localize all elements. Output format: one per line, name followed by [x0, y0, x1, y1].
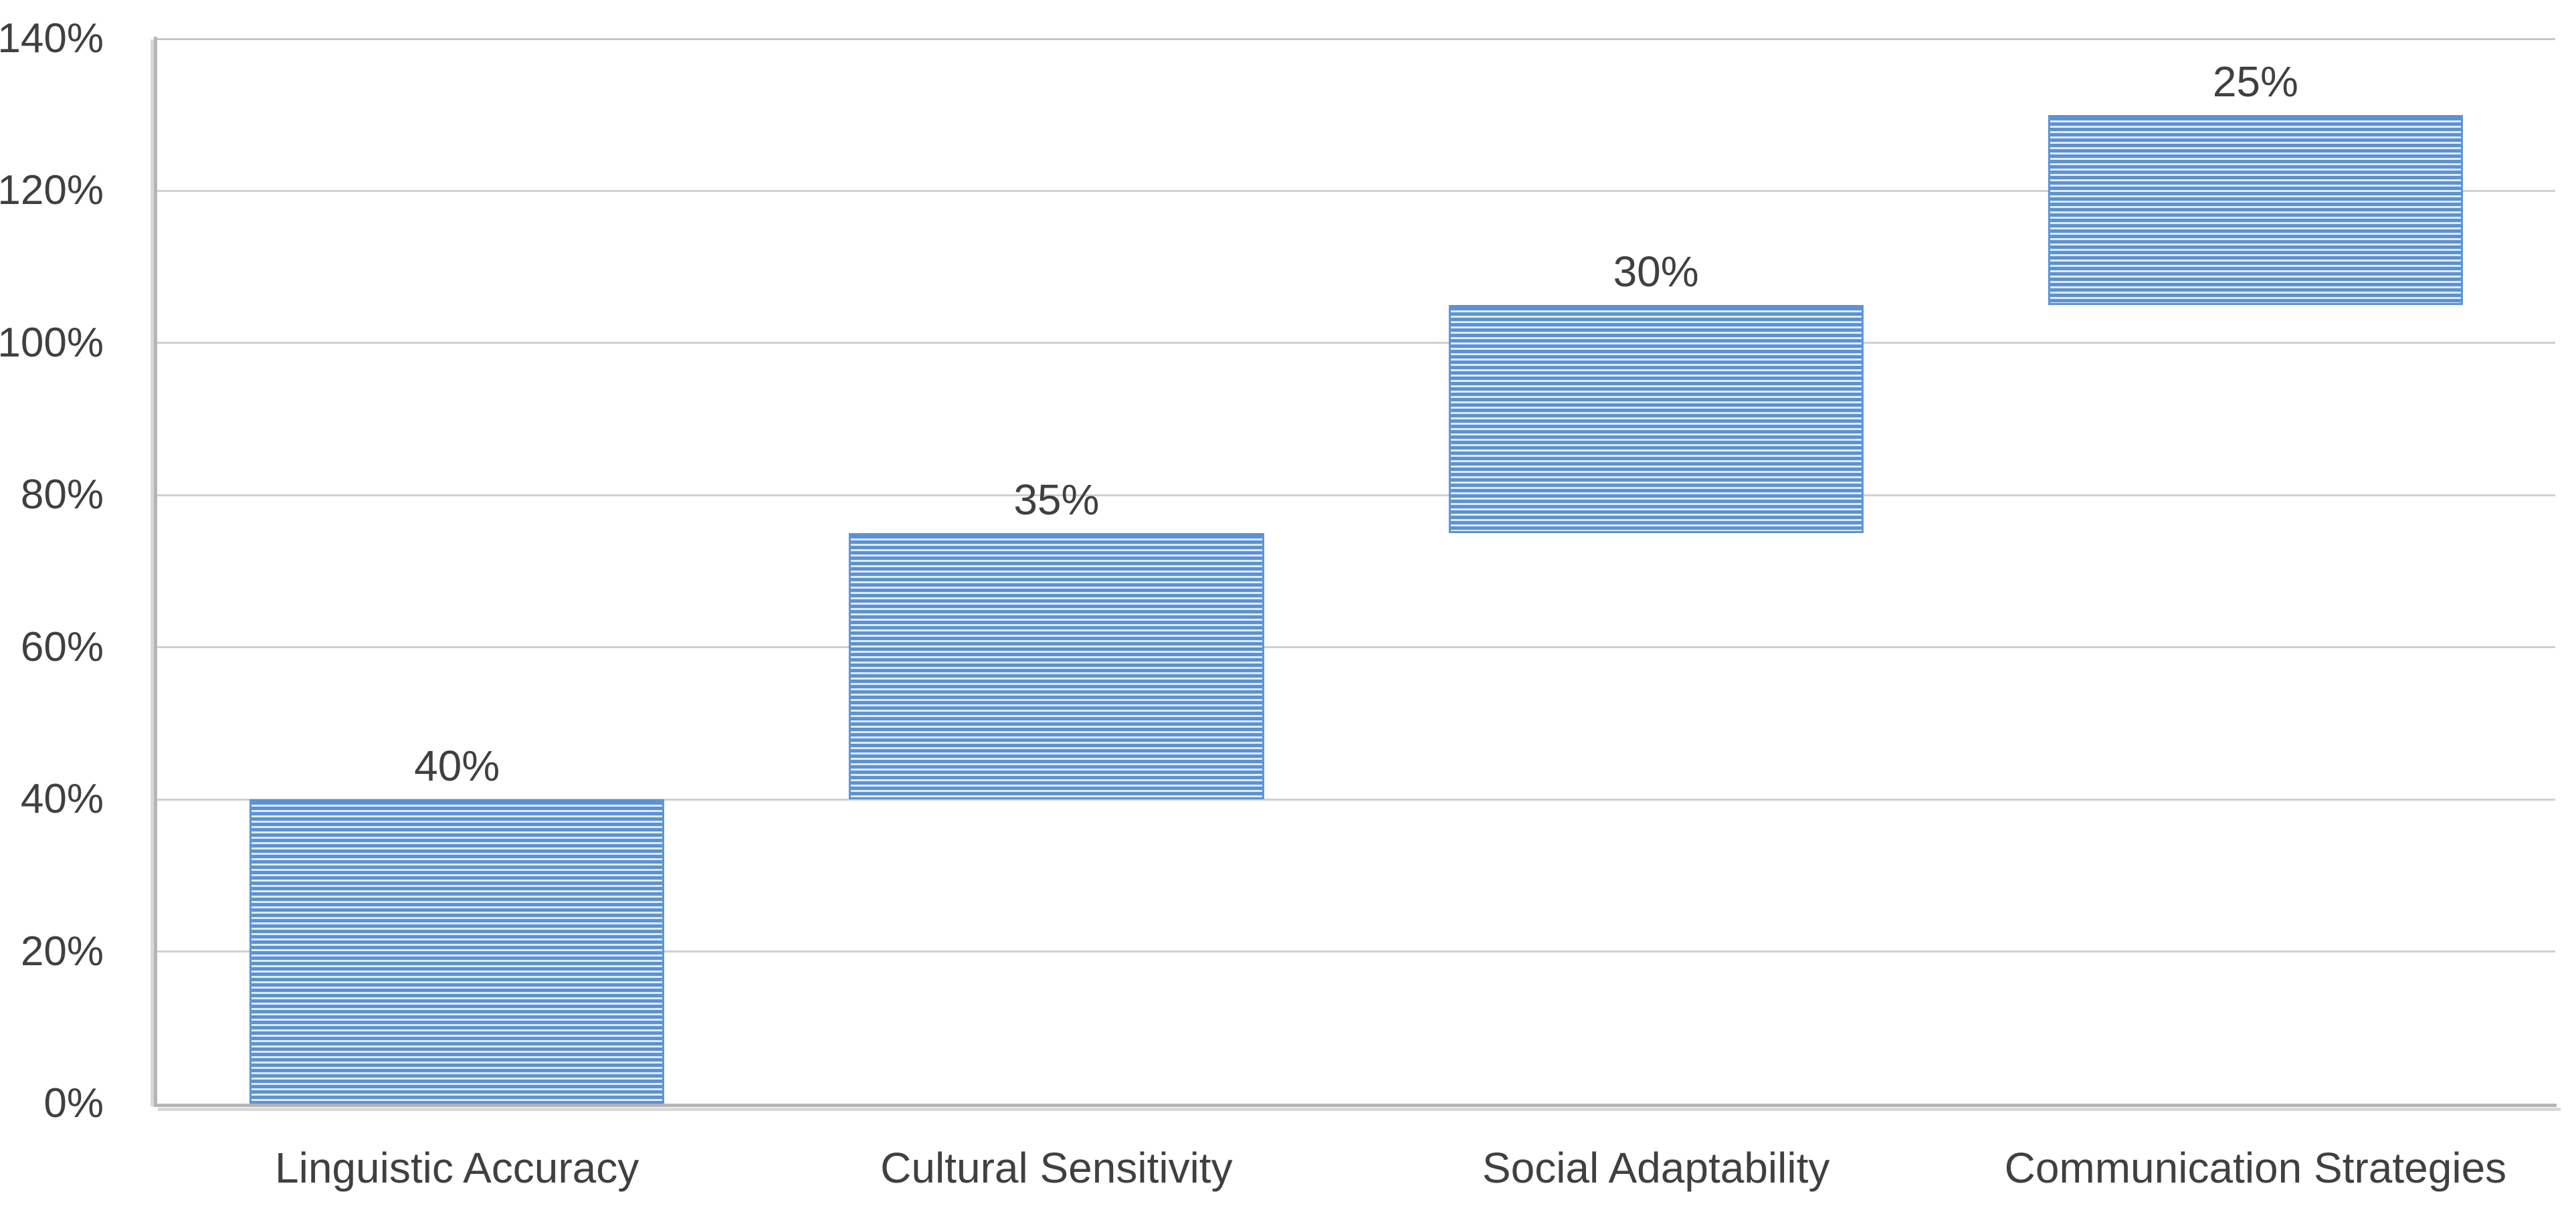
data-label: 25%	[2212, 57, 2298, 106]
bar-linguistic-accuracy	[250, 799, 665, 1104]
gridline-60	[157, 646, 2555, 649]
y-tick-label: 80%	[20, 472, 104, 518]
plot-area: 40% 35% 30% 25%	[154, 37, 2557, 1107]
y-tick-label: 60%	[20, 623, 104, 670]
y-tick-label: 20%	[20, 928, 104, 975]
gridline-80	[157, 494, 2555, 496]
data-label: 30%	[1613, 247, 1699, 296]
category-label: Communication Strategies	[2004, 1144, 2507, 1192]
x-axis-line	[154, 1104, 2557, 1107]
y-tick-label: 100%	[0, 319, 104, 366]
y-axis-tick-labels: 0% 20% 40% 60% 80% 100% 120% 140%	[0, 18, 130, 1124]
data-label: 35%	[1013, 476, 1100, 524]
gridline-140	[157, 37, 2555, 40]
y-tick-label: 40%	[20, 776, 104, 823]
y-tick-label: 0%	[43, 1080, 104, 1126]
category-label: Cultural Sensitivity	[880, 1144, 1233, 1192]
y-axis-line	[154, 37, 157, 1104]
bar-cultural-sensitivity	[849, 533, 1264, 800]
y-tick-label: 140%	[0, 15, 104, 62]
gridline-40	[157, 798, 2555, 801]
data-label: 40%	[414, 742, 500, 791]
bar-communication-strategies	[2048, 114, 2463, 305]
gridline-100	[157, 342, 2555, 344]
gridline-120	[157, 189, 2555, 192]
bar-social-adaptability	[1448, 305, 1864, 534]
gridline-20	[157, 950, 2555, 953]
category-label: Linguistic Accuracy	[275, 1144, 639, 1192]
category-label: Social Adaptability	[1482, 1144, 1830, 1192]
y-tick-label: 120%	[0, 167, 104, 214]
x-axis-category-labels: Linguistic Accuracy Cultural Sensitivity S…	[157, 1137, 2555, 1204]
